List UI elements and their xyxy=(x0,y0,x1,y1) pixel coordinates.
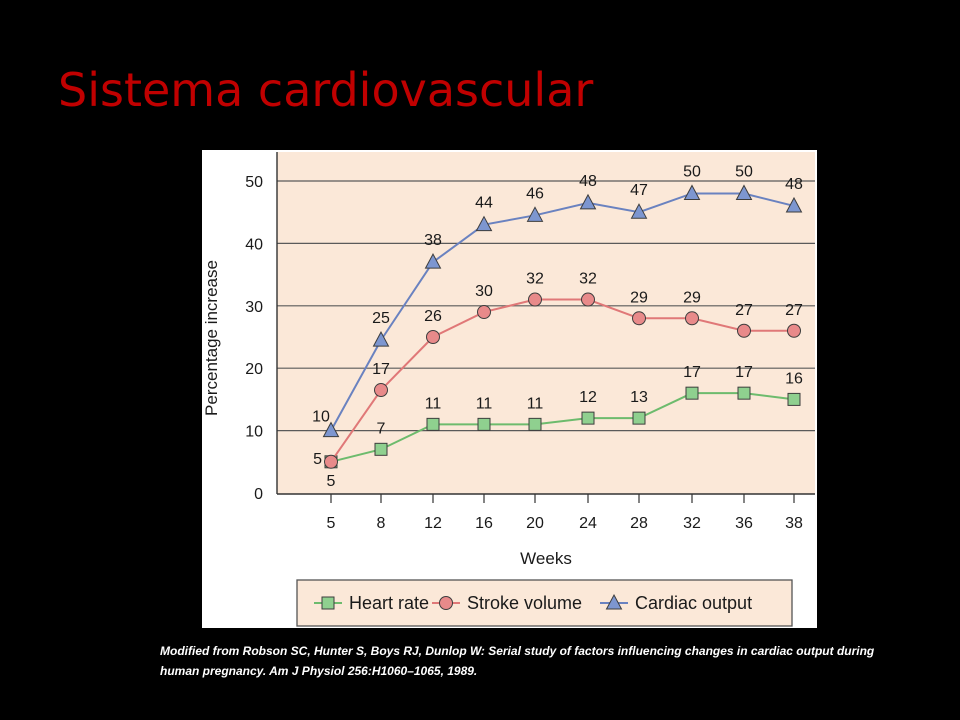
cardiac-output-data-label: 47 xyxy=(630,182,648,199)
stroke-volume-line xyxy=(330,298,794,463)
heart-rate-point xyxy=(528,417,542,431)
cardiac-output-point xyxy=(683,184,701,200)
x-tick-label: 24 xyxy=(579,515,597,532)
slide-title: Sistema cardiovascular xyxy=(58,63,594,117)
x-tick-label: 5 xyxy=(327,515,336,532)
stroke-volume-data-label: 17 xyxy=(372,361,390,378)
heart-rate-point xyxy=(685,386,699,400)
legend-label-stroke-volume: Stroke volume xyxy=(467,593,582,613)
stroke-volume-data-label: 27 xyxy=(785,302,803,319)
stroke-volume-point xyxy=(787,323,801,338)
heart-rate-data-label: 16 xyxy=(785,370,803,387)
heart-rate-point xyxy=(737,386,751,400)
heart-rate-point xyxy=(632,411,646,425)
chart-figure: 0 10 20 30 40 50 5 8 12 16 20 24 28 32 36 38 Weeks Percen… xyxy=(202,150,817,628)
x-tick-label: 28 xyxy=(630,515,648,532)
stroke-volume-data-label: 29 xyxy=(630,289,648,306)
cardiac-output-point xyxy=(424,253,442,269)
stroke-volume-data-label: 27 xyxy=(735,302,753,319)
legend-marker-stroke-volume xyxy=(439,596,453,610)
x-tick-label: 16 xyxy=(475,515,493,532)
stroke-volume-data-label: 30 xyxy=(475,283,493,300)
stroke-volume-data-label: 32 xyxy=(579,271,597,288)
stroke-volume-data-label: 26 xyxy=(424,308,442,325)
stroke-volume-point xyxy=(632,311,646,326)
cardiac-output-point xyxy=(579,193,597,210)
y-tick-label: 30 xyxy=(245,299,263,316)
cardiac-output-point xyxy=(735,184,753,200)
heart-rate-data-label: 7 xyxy=(377,420,386,437)
cardiac-output-point xyxy=(322,421,340,438)
citation: Modified from Robson SC, Hunter S, Boys … xyxy=(160,644,875,678)
series-cardiac-output: 10 25 38 44 46 48 47 50 50 48 xyxy=(312,163,803,438)
legend: Heart rate Stroke volume Cardiac output xyxy=(296,579,793,627)
cardiac-output-data-label: 48 xyxy=(579,173,597,190)
stroke-volume-point xyxy=(685,311,699,326)
heart-rate-data-label: 13 xyxy=(630,389,648,406)
heart-rate-point xyxy=(426,417,440,431)
x-tick-label: 20 xyxy=(526,515,544,532)
heart-rate-point xyxy=(787,392,801,406)
cardiac-output-data-label: 25 xyxy=(372,310,390,327)
x-tick-label: 12 xyxy=(424,515,442,532)
stroke-volume-point xyxy=(477,305,491,320)
stroke-volume-data-label: 29 xyxy=(683,289,701,306)
heart-rate-data-label: 17 xyxy=(735,364,753,381)
y-axis-title: Percentage increase xyxy=(202,260,221,416)
cardiac-output-data-label: 50 xyxy=(735,163,753,180)
y-tick-label: 0 xyxy=(254,486,263,503)
heart-rate-point xyxy=(581,411,595,425)
x-tick-label: 38 xyxy=(785,515,803,532)
cardiac-output-point xyxy=(526,206,544,222)
stroke-volume-point xyxy=(426,330,440,344)
heart-rate-point xyxy=(374,442,388,456)
stroke-volume-point xyxy=(324,454,338,469)
stroke-volume-point xyxy=(737,323,751,338)
y-tick-label: 20 xyxy=(245,361,263,378)
stroke-volume-point xyxy=(374,383,388,398)
stroke-volume-point xyxy=(528,292,542,307)
plot-background xyxy=(277,152,815,494)
heart-rate-data-label: 11 xyxy=(527,395,544,412)
series-heart-rate: 5 7 11 11 11 12 13 17 17 16 xyxy=(324,364,803,490)
heart-rate-data-label: 12 xyxy=(579,389,597,406)
legend-box xyxy=(296,579,793,627)
cardiac-output-data-label: 38 xyxy=(424,232,442,249)
line-chart: 0 10 20 30 40 50 5 8 12 16 20 24 28 32 36 38 Weeks Percen… xyxy=(202,152,815,627)
cardiac-output-point xyxy=(475,215,493,232)
legend-label-heart-rate: Heart rate xyxy=(349,593,429,613)
cardiac-output-data-label: 46 xyxy=(526,185,544,202)
y-tick-label: 50 xyxy=(245,174,263,191)
x-tick-label: 8 xyxy=(377,515,386,532)
legend-label-cardiac-output: Cardiac output xyxy=(635,593,752,613)
cardiac-output-data-label: 50 xyxy=(683,163,701,180)
cardiac-output-point xyxy=(372,331,390,347)
legend-marker-cardiac-output xyxy=(605,593,623,610)
x-tick-label: 32 xyxy=(683,515,701,532)
heart-rate-data-label: 17 xyxy=(683,364,701,381)
cardiac-output-line xyxy=(330,192,795,432)
heart-rate-data-label: 5 xyxy=(327,473,336,490)
heart-rate-data-label: 11 xyxy=(425,395,442,412)
heart-rate-line xyxy=(330,392,795,463)
series-stroke-volume: 5 17 26 30 32 32 29 29 27 27 xyxy=(313,271,803,469)
cardiac-output-data-label: 10 xyxy=(312,409,330,426)
heart-rate-data-label: 11 xyxy=(476,395,493,412)
legend-marker-heart-rate xyxy=(321,596,335,610)
stroke-volume-point xyxy=(581,292,595,307)
cardiac-output-point xyxy=(785,196,803,213)
heart-rate-point xyxy=(477,417,491,431)
y-tick-label: 40 xyxy=(245,236,263,253)
x-axis-title: Weeks xyxy=(520,549,572,568)
stroke-volume-data-label: 5 xyxy=(313,451,322,468)
x-tick-label: 36 xyxy=(735,515,753,532)
stroke-volume-data-label: 32 xyxy=(526,271,544,288)
cardiac-output-point xyxy=(630,203,648,219)
y-tick-label: 10 xyxy=(245,424,263,441)
cardiac-output-data-label: 44 xyxy=(475,195,493,212)
cardiac-output-data-label: 48 xyxy=(785,176,803,193)
